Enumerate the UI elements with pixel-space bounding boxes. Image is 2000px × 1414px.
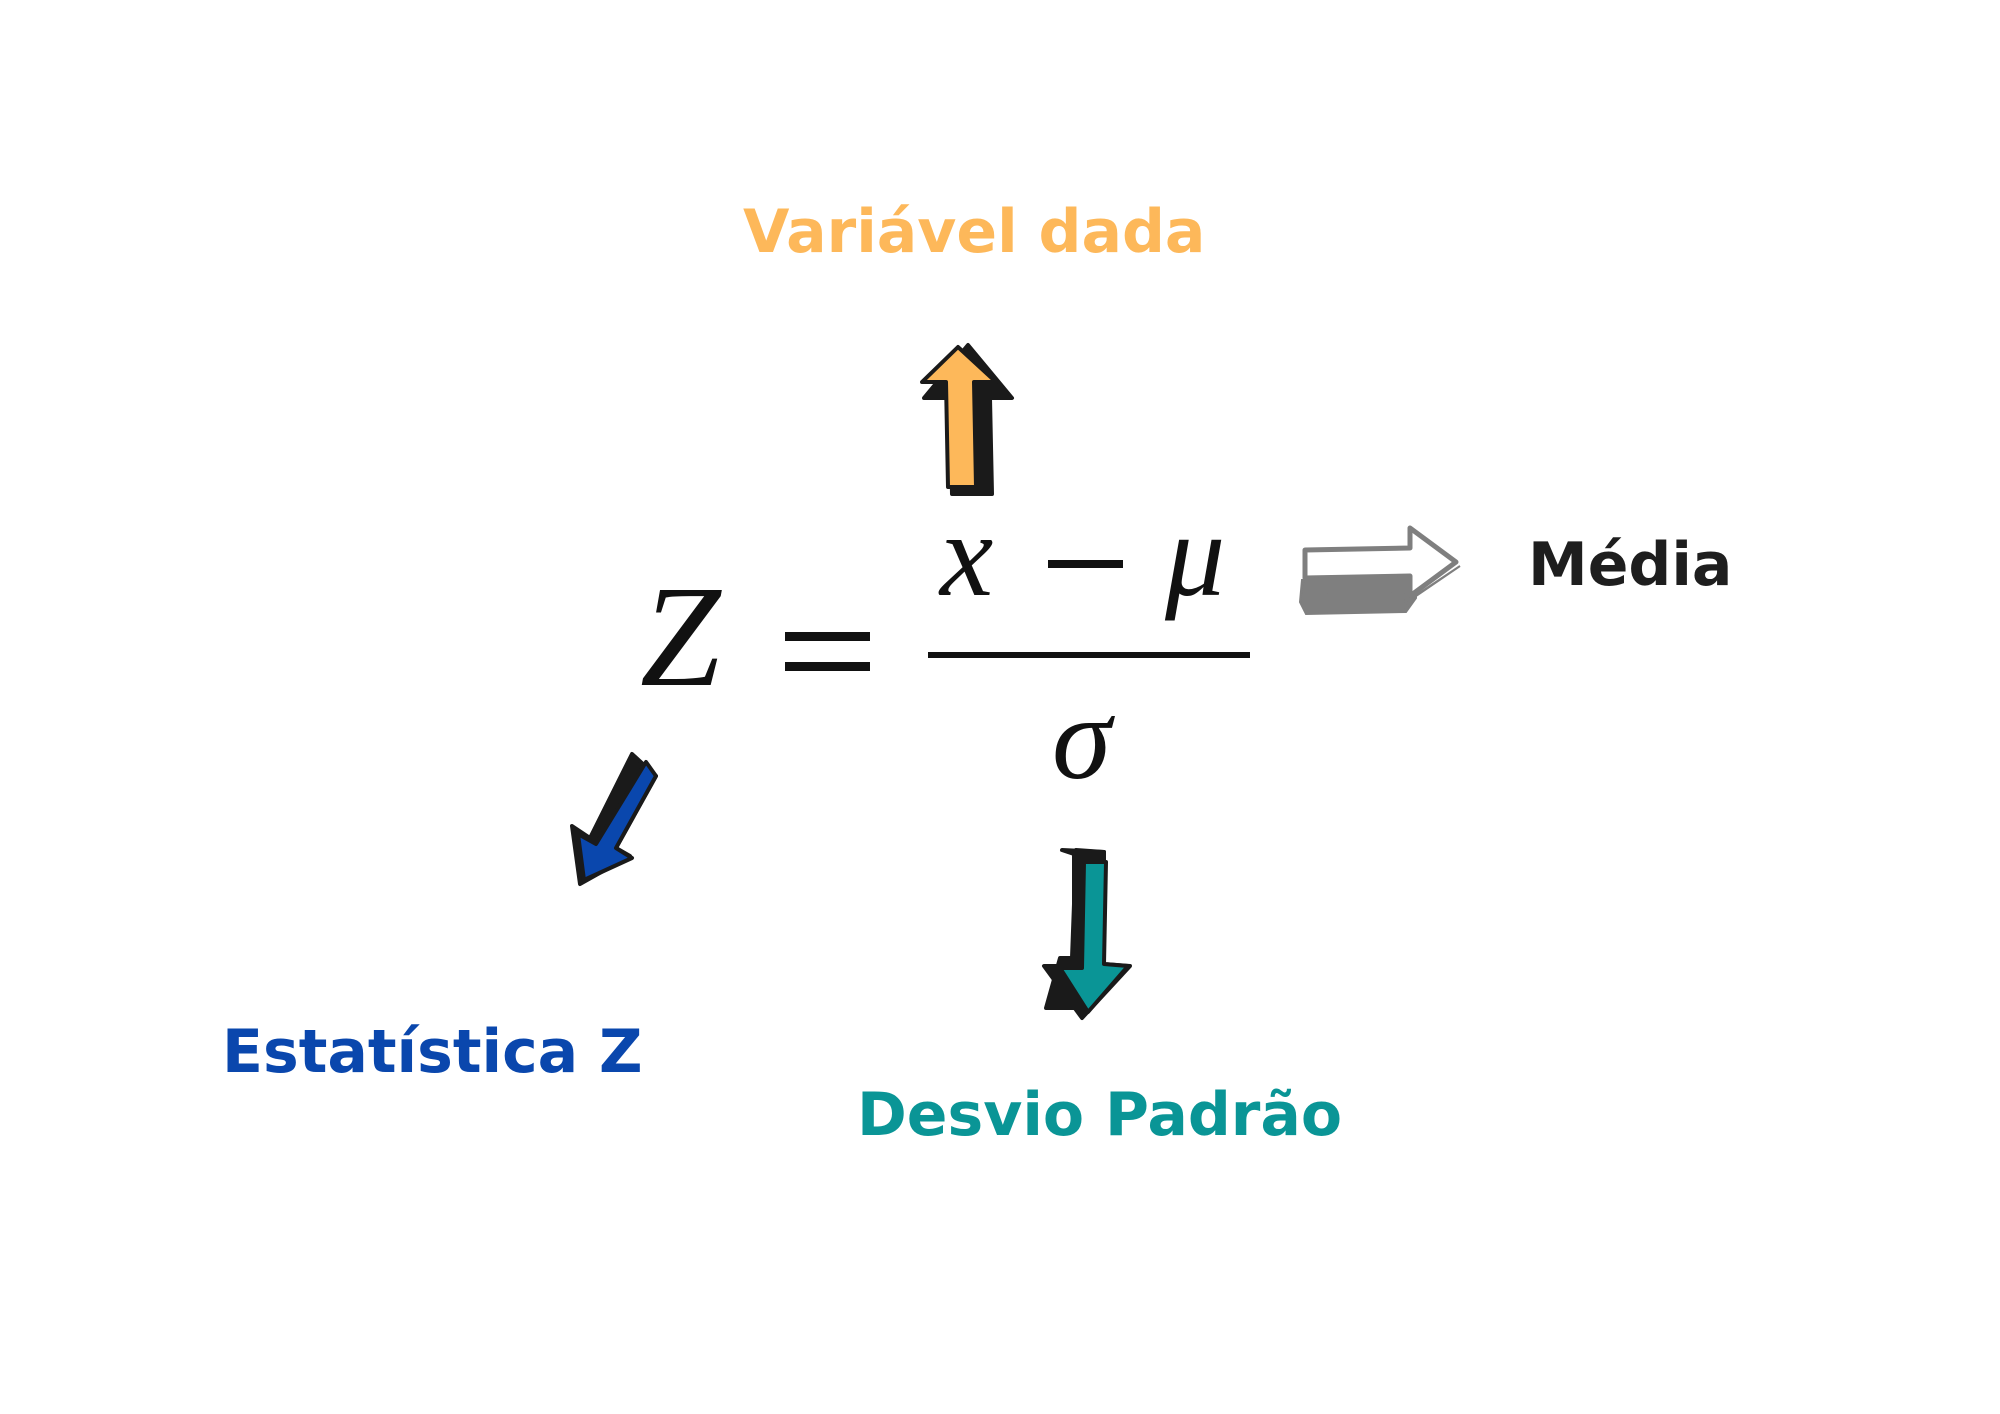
formula-equals [785,632,870,671]
fraction-bar [928,652,1250,658]
arrow-down-left-z-icon [570,752,658,886]
label-mean: Média [1528,530,1733,600]
label-variable: Variável dada [743,197,1206,267]
arrow-down-std-icon [1042,848,1132,1020]
formula-x: x [938,488,993,621]
arrow-up-variable-icon [920,343,1014,496]
formula-sigma: σ [1052,671,1115,804]
label-std-dev: Desvio Padrão [857,1080,1343,1150]
label-z-statistic: Estatística Z [222,1017,643,1087]
formula-minus [1048,560,1123,568]
arrow-right-mean-icon [1298,525,1461,616]
formula-z: Z [640,557,722,717]
formula-mu: μ [1164,488,1225,621]
